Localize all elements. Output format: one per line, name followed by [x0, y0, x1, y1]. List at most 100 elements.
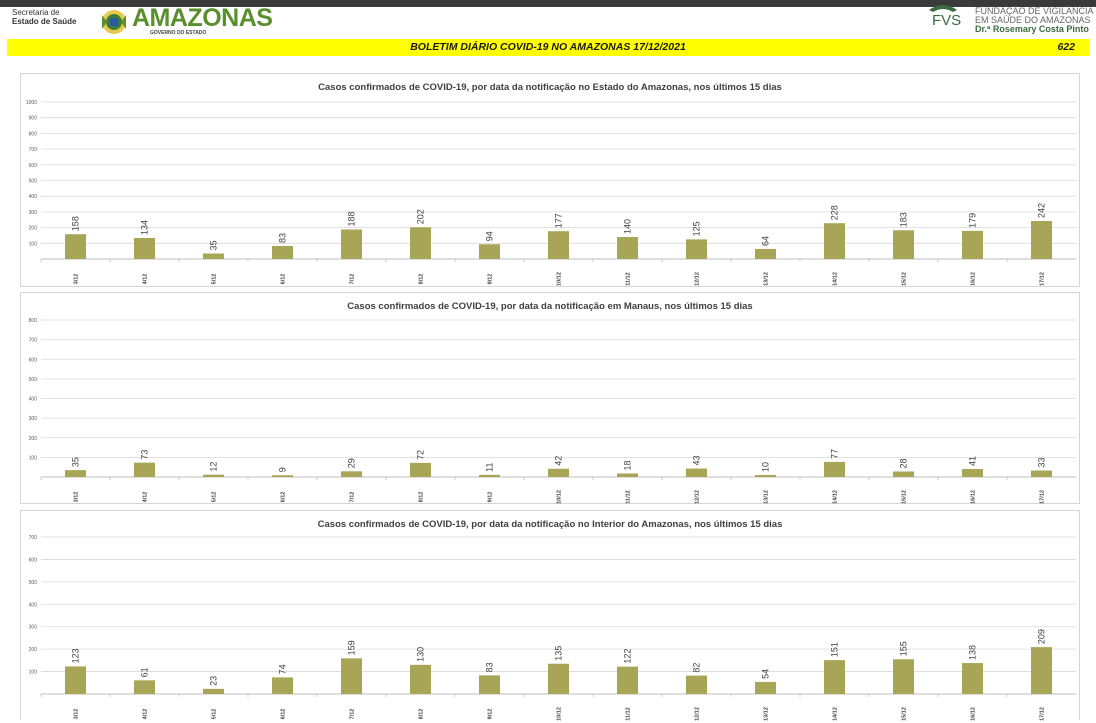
y-tick-label: 200 [29, 647, 38, 653]
y-tick-label: 800 [29, 131, 38, 137]
data-label: 23 [209, 676, 219, 686]
chart-interior-svg: 100 200 300 400 500 600 700 123 3/12 61 4/12 23 5/12… [29, 535, 1076, 721]
y-tick-label: 900 [29, 116, 38, 122]
x-tick-label: 17/12 [1040, 272, 1046, 286]
x-tick-label: 3/12 [74, 492, 80, 503]
data-label: 151 [830, 642, 840, 657]
x-tick-label: 17/12 [1040, 707, 1046, 721]
bar [1031, 221, 1052, 259]
y-tick-label: 400 [29, 194, 38, 200]
data-label: 122 [623, 649, 633, 664]
x-tick-label: 4/12 [143, 709, 149, 720]
bar [617, 666, 638, 694]
y-tick-label: 300 [29, 210, 38, 216]
data-label: 188 [347, 211, 357, 226]
bar [755, 248, 776, 259]
y-tick-label: 600 [29, 357, 38, 363]
bar [755, 475, 776, 477]
data-label: 123 [71, 648, 81, 663]
data-label: 18 [623, 460, 633, 470]
chart-panel-interior: Casos confirmados de COVID-19, por data … [20, 510, 1080, 721]
y-tick-label: 100 [29, 241, 38, 247]
bar [341, 471, 362, 477]
chart-panel-manaus: Casos confirmados de COVID-19, por data … [20, 292, 1080, 504]
y-tick-label: 200 [29, 226, 38, 232]
x-tick-label: 6/12 [281, 274, 287, 285]
bar [893, 659, 914, 694]
x-tick-label: 10/12 [557, 490, 563, 504]
x-tick-label: 12/12 [695, 490, 701, 504]
bar [65, 470, 86, 477]
bar [893, 230, 914, 259]
bar [1031, 470, 1052, 477]
fvs-logo-text: FVS [932, 12, 962, 29]
data-label: 155 [899, 641, 909, 656]
data-label: 130 [416, 647, 426, 662]
y-tick-label: 600 [29, 557, 38, 563]
data-label: 74 [278, 664, 288, 674]
data-label: 12 [209, 462, 219, 472]
chart-title: Casos confirmados de COVID-19, por data … [317, 519, 783, 530]
bar [824, 660, 845, 694]
x-tick-label: 8/12 [419, 274, 425, 285]
fvs-logo-icon [929, 5, 957, 12]
data-label: 138 [968, 645, 978, 660]
y-tick-label: 1000 [26, 100, 37, 106]
data-label: 43 [692, 456, 702, 466]
bar [65, 234, 86, 259]
x-tick-label: 16/12 [971, 272, 977, 286]
x-tick-label: 7/12 [350, 709, 356, 720]
data-label: 83 [278, 233, 288, 243]
bar [686, 468, 707, 477]
bar [203, 688, 224, 694]
data-label: 83 [485, 662, 495, 672]
x-tick-label: 4/12 [143, 492, 149, 503]
chart-estado-svg: 100 200 300 400 500 600 700 800 900 1000 158 3/12 13… [26, 100, 1076, 286]
x-tick-label: 7/12 [350, 492, 356, 503]
x-tick-label: 12/12 [695, 272, 701, 286]
bar [962, 230, 983, 259]
data-label: 73 [140, 450, 150, 460]
x-tick-label: 16/12 [971, 707, 977, 721]
data-label: 29 [347, 458, 357, 468]
bar [893, 471, 914, 477]
bar [962, 663, 983, 694]
bar [203, 474, 224, 477]
data-label: 134 [140, 220, 150, 235]
bar [203, 253, 224, 259]
bulletin-number: 622 [1057, 41, 1075, 53]
data-label: 10 [761, 462, 771, 472]
x-tick-label: 5/12 [212, 709, 218, 720]
x-tick-label: 8/12 [419, 709, 425, 720]
chart-title: Casos confirmados de COVID-19, por data … [347, 301, 753, 312]
top-dark-strip [0, 0, 1096, 7]
fvs-line1: FUNDAÇÃO DE VIGILÂNCIA [975, 6, 1094, 16]
bar [479, 474, 500, 477]
data-label: 61 [140, 667, 150, 677]
x-tick-label: 7/12 [350, 274, 356, 285]
bar [410, 664, 431, 694]
bar [548, 468, 569, 477]
y-tick-label: 800 [29, 318, 38, 324]
x-tick-label: 13/12 [764, 490, 770, 504]
state-crest-icon [102, 10, 126, 34]
x-tick-label: 14/12 [833, 490, 839, 504]
data-label: 228 [830, 205, 840, 220]
x-tick-label: 15/12 [902, 272, 908, 286]
y-tick-label: 100 [29, 455, 38, 461]
y-tick-label: 600 [29, 163, 38, 169]
y-tick-label: 500 [29, 580, 38, 586]
x-tick-label: 11/12 [626, 272, 632, 285]
y-tick-label: 200 [29, 436, 38, 442]
data-label: 54 [761, 669, 771, 679]
data-label: 125 [692, 221, 702, 236]
data-label: 9 [278, 467, 288, 472]
data-label: 158 [71, 216, 81, 231]
bar [479, 675, 500, 694]
data-label: 64 [761, 236, 771, 246]
state-name: AMAZONAS [132, 4, 273, 32]
state-subtitle: GOVERNO DO ESTADO [150, 30, 207, 36]
bar [134, 680, 155, 694]
data-label: 135 [554, 646, 564, 661]
secretaria-logo: Secretaria de Estado de Saúde [12, 8, 76, 26]
